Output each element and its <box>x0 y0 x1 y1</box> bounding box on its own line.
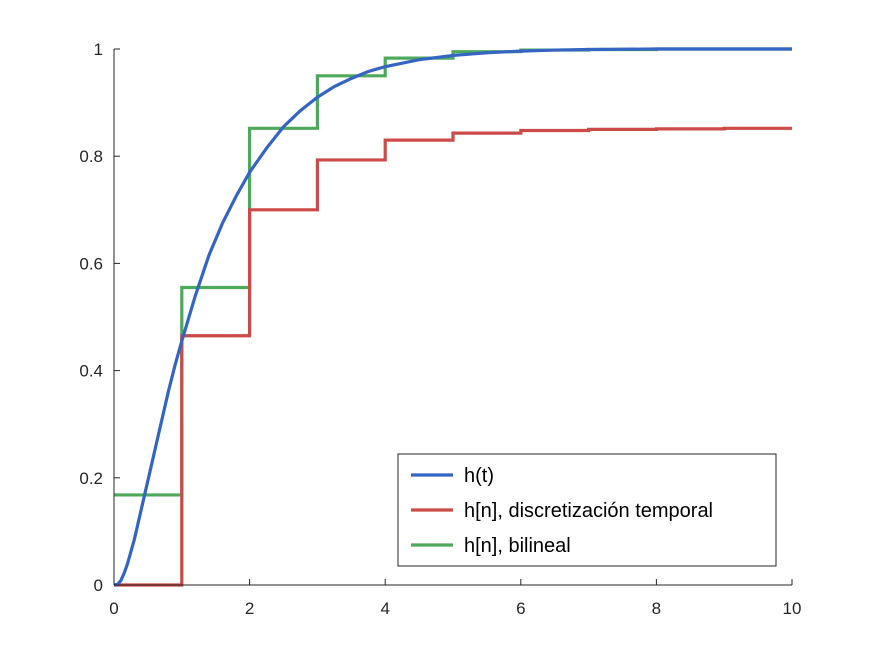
y-tick-label: 0.4 <box>79 362 103 381</box>
legend-box <box>397 453 777 567</box>
series-line-1 <box>114 126 792 587</box>
y-tick-label: 0.2 <box>79 469 103 488</box>
legend: h(t) h[n], discretización temporal h[n], b… <box>397 453 777 567</box>
y-tick-label: 1 <box>94 40 103 59</box>
x-tick-label: 6 <box>516 599 525 618</box>
y-tick-label: 0.8 <box>79 147 103 166</box>
x-tick-label: 2 <box>245 599 254 618</box>
y-tick-label: 0 <box>94 576 103 595</box>
x-tick-label: 0 <box>109 599 118 618</box>
series-line-0 <box>113 47 792 587</box>
x-tick-label: 4 <box>380 599 389 618</box>
y-tick-label: 0.6 <box>79 254 103 273</box>
series-layer <box>113 47 792 587</box>
x-tick-label: 8 <box>652 599 661 618</box>
x-tick-label: 10 <box>783 599 802 618</box>
legend-label-0: h(t) <box>464 465 494 487</box>
legend-label-1: h[n], discretización temporal <box>464 500 713 522</box>
axes-layer: 0 2 4 6 8 10 0 0.2 0.4 0.6 0.8 1 <box>79 40 801 618</box>
legend-label-2: h[n], bilineal <box>464 535 571 557</box>
